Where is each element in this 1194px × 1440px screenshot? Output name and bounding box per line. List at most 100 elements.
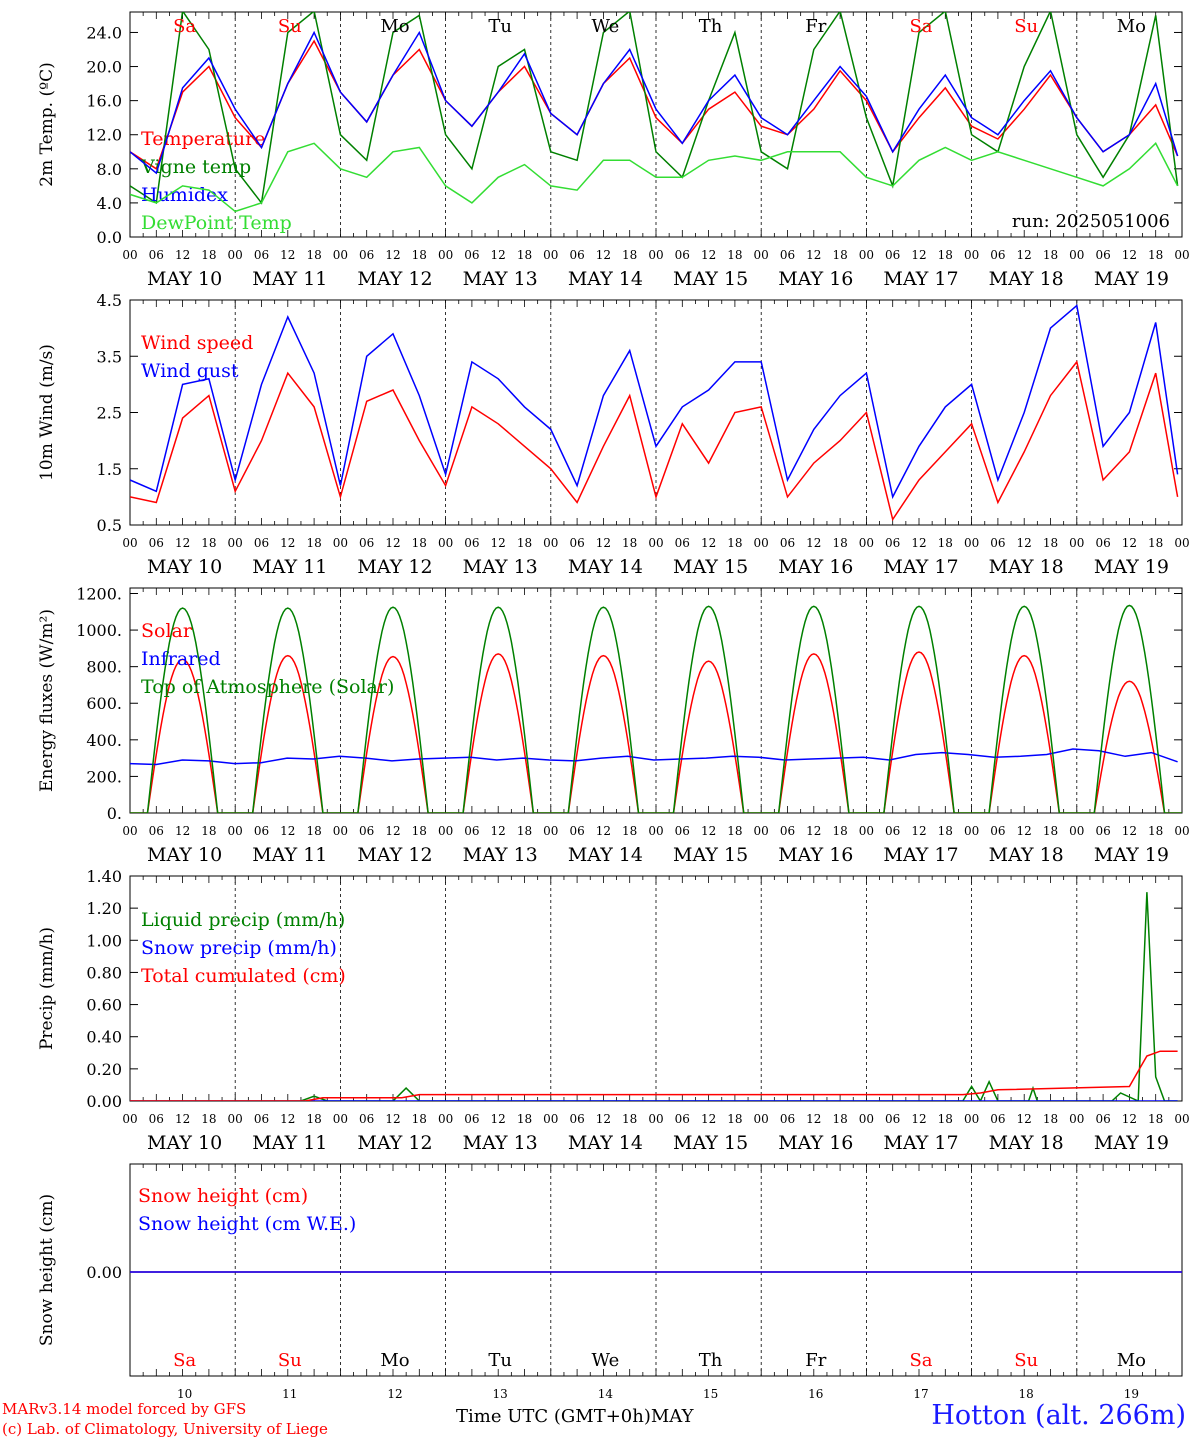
day-number: 17 xyxy=(913,1387,928,1401)
hour-label: 06 xyxy=(359,536,374,550)
y-axis-title: Energy fluxes (W/m²) xyxy=(37,609,57,792)
hour-label: 18 xyxy=(201,824,216,838)
hour-label: 00 xyxy=(754,536,769,550)
hour-label: 18 xyxy=(832,824,847,838)
y-tick-label: 1200. xyxy=(76,584,122,603)
y-tick-label: 0.5 xyxy=(97,516,122,535)
day-number: 10 xyxy=(177,1387,192,1401)
hour-label: 18 xyxy=(727,824,742,838)
hour-label: 12 xyxy=(175,248,190,262)
hour-label: 12 xyxy=(806,824,821,838)
date-label: MAY 16 xyxy=(778,268,853,290)
hour-label: 06 xyxy=(990,1112,1005,1126)
hour-label: 12 xyxy=(911,248,926,262)
hour-label: 06 xyxy=(464,824,479,838)
hour-label: 06 xyxy=(464,536,479,550)
date-label: MAY 15 xyxy=(673,556,748,578)
y-tick-label: 8.0 xyxy=(97,160,122,179)
date-label: MAY 12 xyxy=(357,268,432,290)
hour-label: 06 xyxy=(569,536,584,550)
hour-label: 00 xyxy=(964,1112,979,1126)
y-tick-label: 1.20 xyxy=(86,899,122,918)
hour-label: 12 xyxy=(1017,248,1032,262)
hour-label: 12 xyxy=(911,824,926,838)
hour-label: 06 xyxy=(780,536,795,550)
hour-label: 06 xyxy=(359,824,374,838)
hour-label: 12 xyxy=(280,824,295,838)
day-number: 11 xyxy=(282,1387,297,1401)
date-label: MAY 17 xyxy=(883,1132,958,1154)
hour-label: 00 xyxy=(228,248,243,262)
hour-label: 00 xyxy=(1069,248,1084,262)
hour-label: 12 xyxy=(491,824,506,838)
hour-label: 06 xyxy=(675,248,690,262)
hour-label: 12 xyxy=(491,248,506,262)
time-axis-label: Time UTC (GMT+0h) xyxy=(456,1406,651,1427)
hour-label: 06 xyxy=(885,824,900,838)
hour-label: 18 xyxy=(1148,1112,1163,1126)
y-tick-label: 16.0 xyxy=(86,92,122,111)
hour-label: 00 xyxy=(543,824,558,838)
series-line-1 xyxy=(130,304,1179,500)
date-label: MAY 17 xyxy=(883,556,958,578)
hour-label: 12 xyxy=(1122,824,1137,838)
day-number: 14 xyxy=(598,1387,614,1401)
hour-label: 18 xyxy=(938,248,953,262)
legend-entry: Total cumulated (cm) xyxy=(141,965,346,987)
station-name: Hotton (alt. 266m) xyxy=(931,1400,1186,1431)
hour-label: 00 xyxy=(122,824,137,838)
weekday-label: We xyxy=(592,1350,620,1371)
hour-label: 18 xyxy=(1043,536,1058,550)
legend-entry: Top of Atmosphere (Solar) xyxy=(141,676,394,698)
y-tick-label: 20.0 xyxy=(86,58,122,77)
hour-label: 06 xyxy=(149,248,164,262)
hour-label: 18 xyxy=(622,248,637,262)
hour-label: 00 xyxy=(859,248,874,262)
hour-label: 00 xyxy=(1069,824,1084,838)
date-label: MAY 10 xyxy=(147,556,222,578)
hour-label: 06 xyxy=(885,248,900,262)
hour-label: 12 xyxy=(280,248,295,262)
date-label: MAY 10 xyxy=(147,268,222,290)
hour-label: 00 xyxy=(122,536,137,550)
hour-label: 00 xyxy=(859,536,874,550)
legend-entry: Wind gust xyxy=(141,360,239,382)
hour-label: 12 xyxy=(1017,824,1032,838)
hour-label: 00 xyxy=(648,536,663,550)
hour-label: 00 xyxy=(228,536,243,550)
weekday-label: Su xyxy=(278,1350,302,1371)
hour-label: 18 xyxy=(412,824,427,838)
hour-label: 18 xyxy=(306,824,321,838)
hour-label: 06 xyxy=(254,536,269,550)
date-label: MAY 18 xyxy=(989,1132,1064,1154)
hour-label: 18 xyxy=(622,1112,637,1126)
date-label: MAY 12 xyxy=(357,844,432,866)
hour-label: 12 xyxy=(491,536,506,550)
date-label: MAY 19 xyxy=(1094,844,1169,866)
weekday-label: Mo xyxy=(380,1350,409,1371)
y-tick-label: 0.80 xyxy=(86,963,122,982)
date-label: MAY 12 xyxy=(357,1132,432,1154)
y-tick-label: 12.0 xyxy=(86,126,122,145)
hour-label: 18 xyxy=(517,824,532,838)
weekday-label: Su xyxy=(278,16,302,37)
model-credit: MARv3.14 model forced by GFS xyxy=(2,1400,247,1418)
hour-label: 18 xyxy=(1148,248,1163,262)
hour-label: 18 xyxy=(1043,824,1058,838)
hour-label: 12 xyxy=(1122,536,1137,550)
y-tick-label: 2.5 xyxy=(97,404,122,423)
day-number: 13 xyxy=(493,1387,508,1401)
hour-label: 00 xyxy=(1174,1112,1189,1126)
legend-entry: Liquid precip (mm/h) xyxy=(141,909,345,931)
weekday-label: Sa xyxy=(173,16,196,37)
month-label: MAY xyxy=(650,1406,694,1427)
hour-label: 12 xyxy=(701,1112,716,1126)
hour-label: 00 xyxy=(1174,248,1189,262)
weekday-label: Mo xyxy=(380,16,409,37)
weekday-label: Fr xyxy=(805,16,826,37)
hour-label: 06 xyxy=(780,1112,795,1126)
legend-entry: Infrared xyxy=(141,648,221,670)
hour-label: 06 xyxy=(149,536,164,550)
hour-label: 12 xyxy=(911,536,926,550)
hour-label: 06 xyxy=(149,1112,164,1126)
